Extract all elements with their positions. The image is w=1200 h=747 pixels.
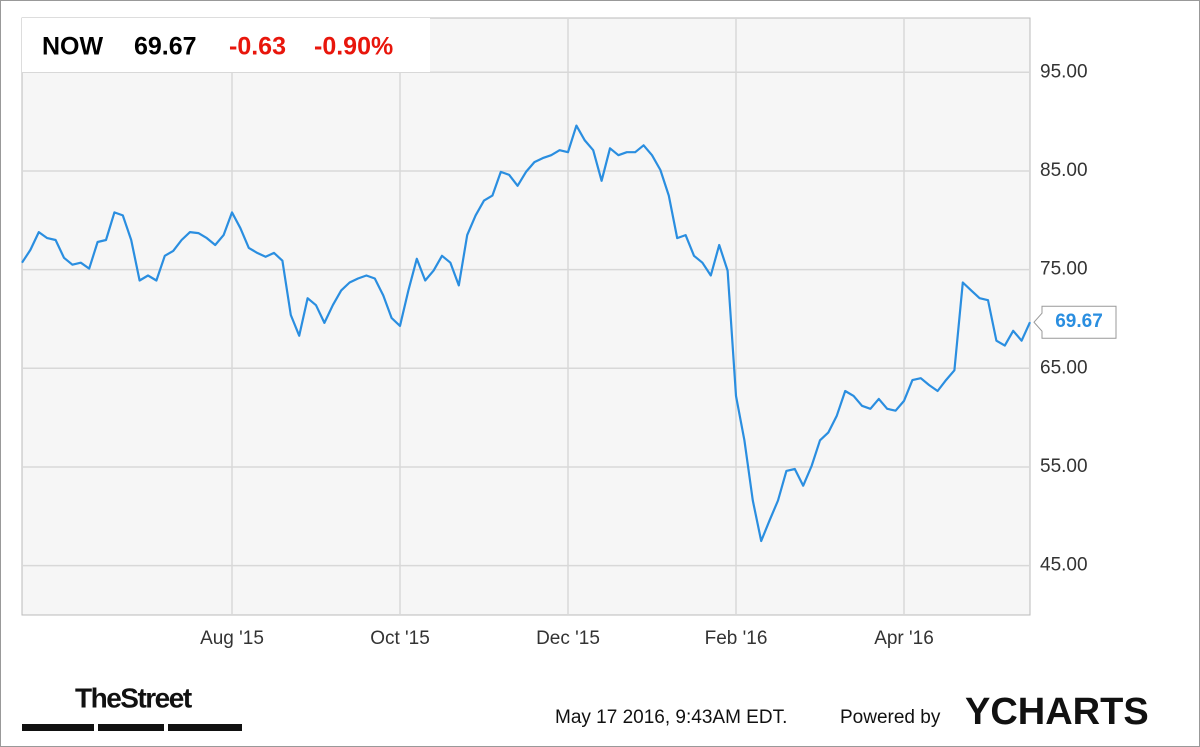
y-tick-label: 85.00 [1040, 160, 1088, 181]
x-tick-label: Feb '16 [705, 628, 768, 649]
logo-bar [168, 724, 242, 731]
header-box [22, 18, 430, 72]
change: -0.63 [229, 33, 286, 61]
provider-logo: YCHARTS [965, 691, 1149, 733]
plot-area [21, 17, 1031, 616]
logo-bar [98, 724, 164, 731]
last-price-box [1033, 305, 1117, 339]
y-tick-label: 55.00 [1040, 456, 1088, 477]
y-tick-label: 95.00 [1040, 61, 1088, 82]
last-price-label: 69.67 [1055, 311, 1103, 332]
logo-bar [22, 724, 94, 731]
x-tick-label: Dec '15 [536, 628, 600, 649]
timestamp: May 17 2016, 9:43AM EDT. [555, 707, 787, 728]
ticker: NOW [42, 33, 104, 61]
brand-logo: TheStreet [75, 682, 192, 713]
y-tick-label: 65.00 [1040, 357, 1088, 378]
x-tick-label: Aug '15 [200, 628, 264, 649]
change-pct: -0.90% [314, 33, 393, 61]
x-tick-label: Oct '15 [370, 628, 430, 649]
powered-by: Powered by [840, 707, 941, 728]
y-tick-label: 45.00 [1040, 555, 1088, 576]
price: 69.67 [134, 33, 197, 61]
x-tick-label: Apr '16 [874, 628, 934, 649]
y-tick-label: 75.00 [1040, 259, 1088, 280]
price-line [21, 124, 1032, 543]
